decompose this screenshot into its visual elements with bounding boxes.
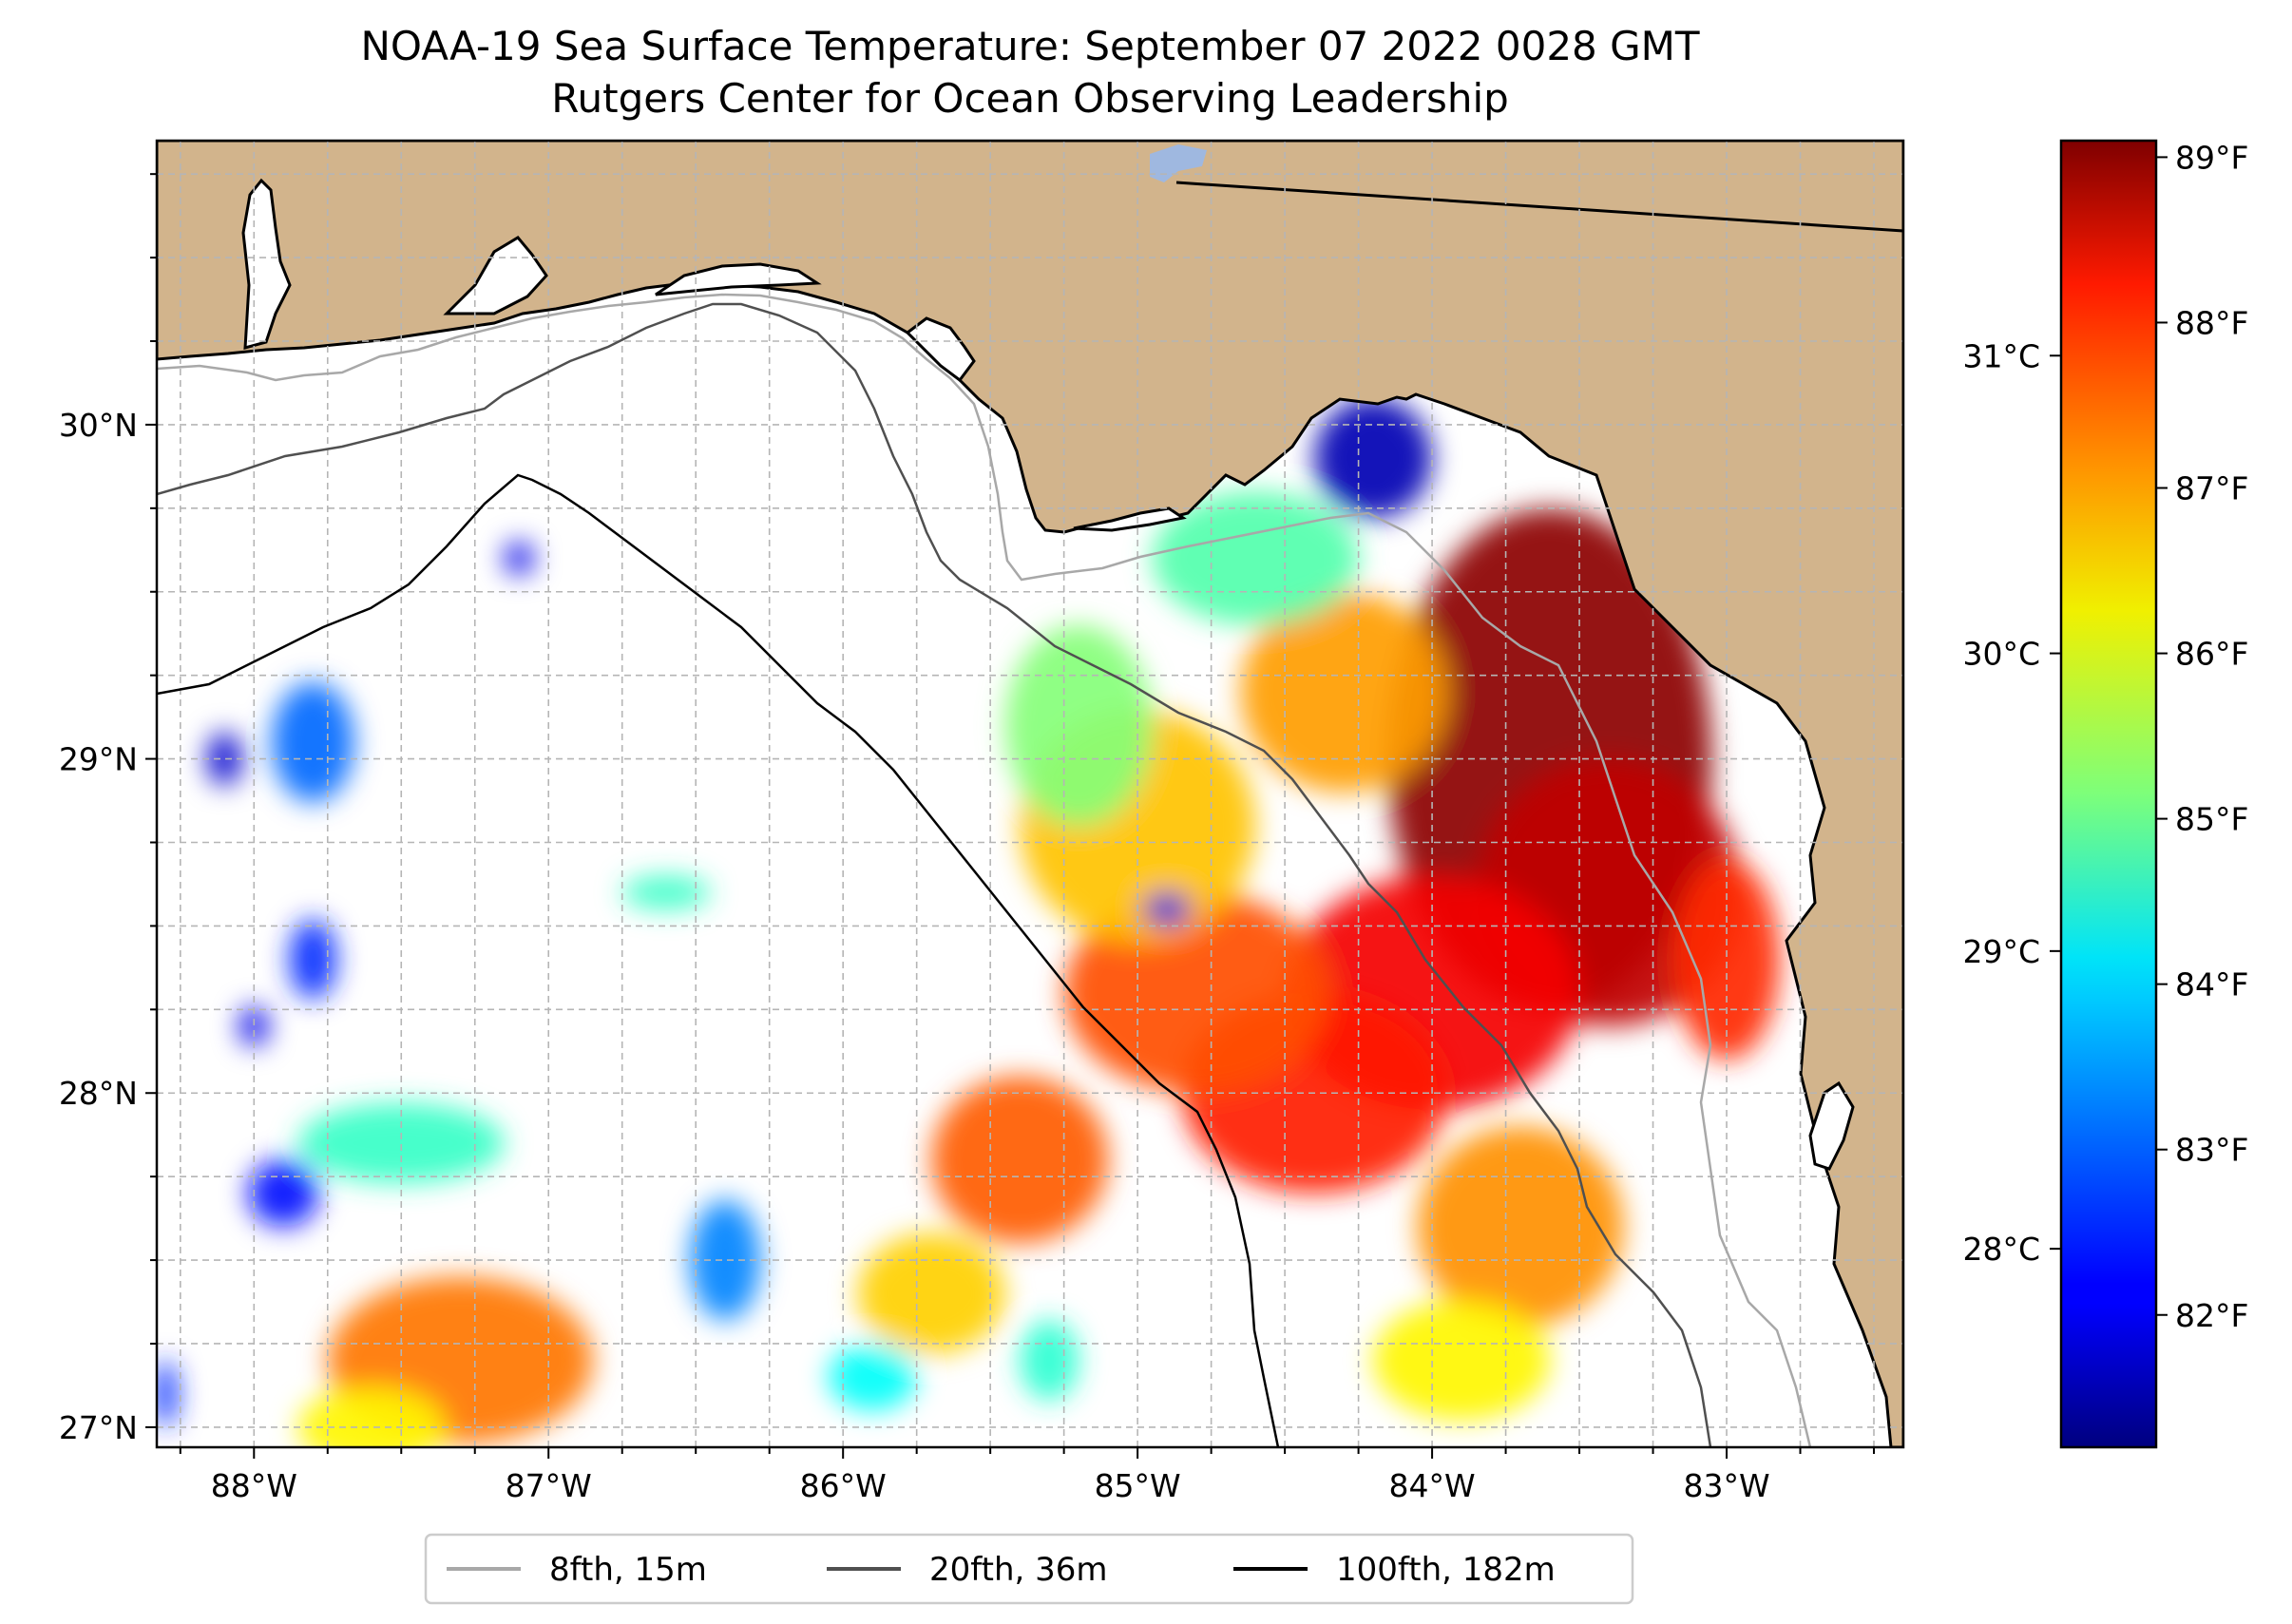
colorbar-f-label: 85°F [2175,801,2248,838]
x-tick-label: 83°W [1683,1467,1769,1504]
sst-patch [1417,1126,1624,1328]
colorbar-c-label: 28°C [1962,1231,2040,1268]
legend-box [424,1533,1634,1605]
sst-patch [1152,491,1359,625]
y-tick-label: 28°N [59,1075,138,1112]
sst-patch [206,732,242,786]
sst-patch [690,1199,761,1321]
colorbar-f-label: 89°F [2175,139,2248,176]
colorbar-gradient [2059,139,2158,1449]
sst-patch [931,1076,1109,1244]
colorbar-f-label: 86°F [2175,636,2248,673]
colorbar-f-label: 82°F [2175,1297,2248,1334]
colorbar-f-label: 84°F [2175,966,2248,1003]
sst-patch [1373,1300,1551,1421]
colorbar-fahrenheit-ticks: 82°F 83°F 84°F 85°F 86°F 87°F 88°F 89°F [2156,139,2248,1334]
sst-patch [828,1343,917,1411]
sst-patch [248,1159,319,1227]
map-title: NOAA-19 Sea Surface Temperature: Septemb… [360,23,1699,69]
legend-label: 8fth, 15m [549,1551,707,1589]
legend-label: 100fth, 182m [1336,1551,1556,1589]
land-area [157,141,1903,1447]
sst-patch [1240,591,1447,793]
sst-patch [297,1102,505,1184]
y-axis: 27°N 28°N 29°N 30°N [59,173,157,1446]
apalachicola-bay [1073,506,1187,532]
tampa-bay [1808,1080,1855,1171]
x-tick-label: 88°W [211,1467,297,1504]
contour-100fth [157,473,1280,1447]
colorbar-c-label: 31°C [1962,337,2040,374]
x-tick-label: 86°W [800,1467,887,1504]
map-area [157,141,1903,1447]
sst-patch [1004,624,1153,826]
contour-legend: 8fth, 15m 20fth, 36m 100fth, 182m [424,1533,1634,1605]
x-axis: 88°W 87°W 86°W 85°W 84°W 83°W [179,1447,1876,1504]
colorbar-f-label: 88°F [2175,304,2248,341]
sst-patch [289,919,337,1000]
sst-patch [271,681,354,803]
contour-8fth [157,293,1812,1447]
colorbar-f-label: 87°F [2175,470,2248,507]
x-tick-label: 87°W [506,1467,592,1504]
map-subtitle: Rutgers Center for Ocean Observing Leade… [551,75,1509,122]
sst-patch [297,1386,446,1447]
sst-patch [621,875,711,909]
sst-patch [1143,892,1191,927]
pensacola-bay [443,236,548,315]
legend-label: 20fth, 36m [929,1551,1108,1589]
x-tick-label: 84°W [1389,1467,1476,1504]
mobile-bay [241,178,292,350]
x-tick-label: 85°W [1095,1467,1181,1504]
map-frame [155,139,1905,1449]
choctawhatchee-bay [655,262,822,296]
contour-20fth [157,302,1712,1447]
colorbar-c-label: 29°C [1962,933,2040,970]
colorbar-celsius-ticks: 28°C 29°C 30°C 31°C [1962,337,2061,1268]
state-border [1175,181,1903,233]
st-andrew-bay [905,316,976,383]
sst-patch [1314,397,1433,519]
sst-patch [157,1360,178,1427]
sst-data-layer [157,397,1780,1447]
y-tick-label: 30°N [59,407,138,444]
sst-patch [1020,1320,1079,1401]
lake [1150,144,1207,182]
colorbar: 82°F 83°F 84°F 85°F 86°F 87°F 88°F 89°F 28°C 29°… [1962,139,2248,1449]
sst-patch [504,541,534,576]
sst-patch [1673,859,1780,1060]
colorbar-c-label: 30°C [1962,636,2040,673]
sst-patch [857,1232,1005,1354]
y-tick-label: 29°N [59,741,138,778]
sst-patch [1063,892,1329,1094]
y-tick-label: 27°N [59,1409,138,1446]
sst-patch [239,1005,269,1047]
colorbar-f-label: 83°F [2175,1132,2248,1169]
